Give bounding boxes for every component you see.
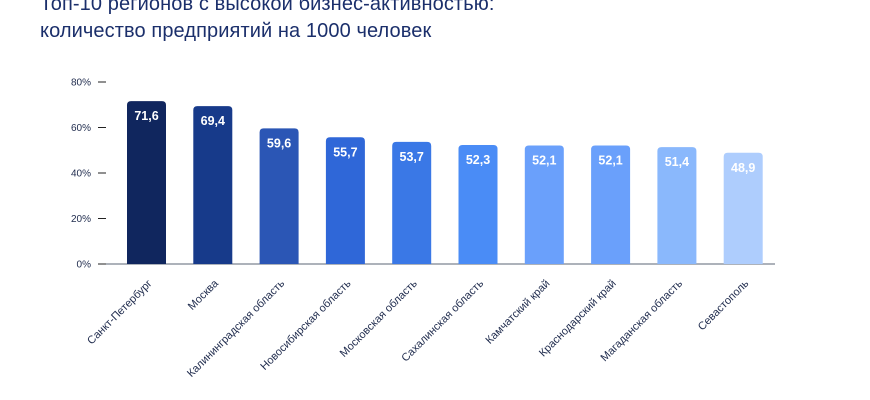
bar [591,145,631,264]
chart-title-line-2: количество предприятий на 1000 человек [40,20,432,42]
bar [259,128,299,264]
y-tick-label: 20% [71,214,91,225]
y-tick-label: 60% [71,123,91,134]
bar [723,152,763,264]
bar-series: 71,6 69,4 59,6 55,7 53,7 52,3 52,1 52,1 51,4 48,9 [127,101,763,265]
category-label: Севастополь [696,277,752,333]
bar [392,141,432,264]
y-tick-label: 40% [71,169,91,180]
bar [657,147,697,264]
chart-title: Топ-10 регионов с высокой бизнес-активно… [40,0,494,45]
bar-value-label: 55,7 [333,145,357,159]
category-label: Москва [186,277,222,313]
bar-value-label: 51,4 [665,155,689,169]
category-label: Камчатский край [484,278,553,347]
chart-title-line-1: Топ-10 регионов с высокой бизнес-активно… [40,0,495,15]
bar-value-label: 59,6 [267,136,291,150]
bar [524,145,564,264]
bar [127,101,166,264]
bar-value-label: 69,4 [201,114,225,128]
bar [325,137,365,264]
bar [193,106,233,265]
bar-value-label: 52,3 [466,153,490,167]
bar [458,145,498,264]
y-tick-label: 0% [77,260,92,271]
y-tick-label: 80% [71,78,91,89]
bar-value-label: 53,7 [400,150,424,164]
bar-value-label: 71,6 [134,109,158,123]
bar-value-label: 52,1 [598,153,622,167]
category-label: Санкт-Петербург [85,278,154,347]
bar-value-label: 48,9 [731,161,755,175]
bar-value-label: 52,1 [532,153,556,167]
